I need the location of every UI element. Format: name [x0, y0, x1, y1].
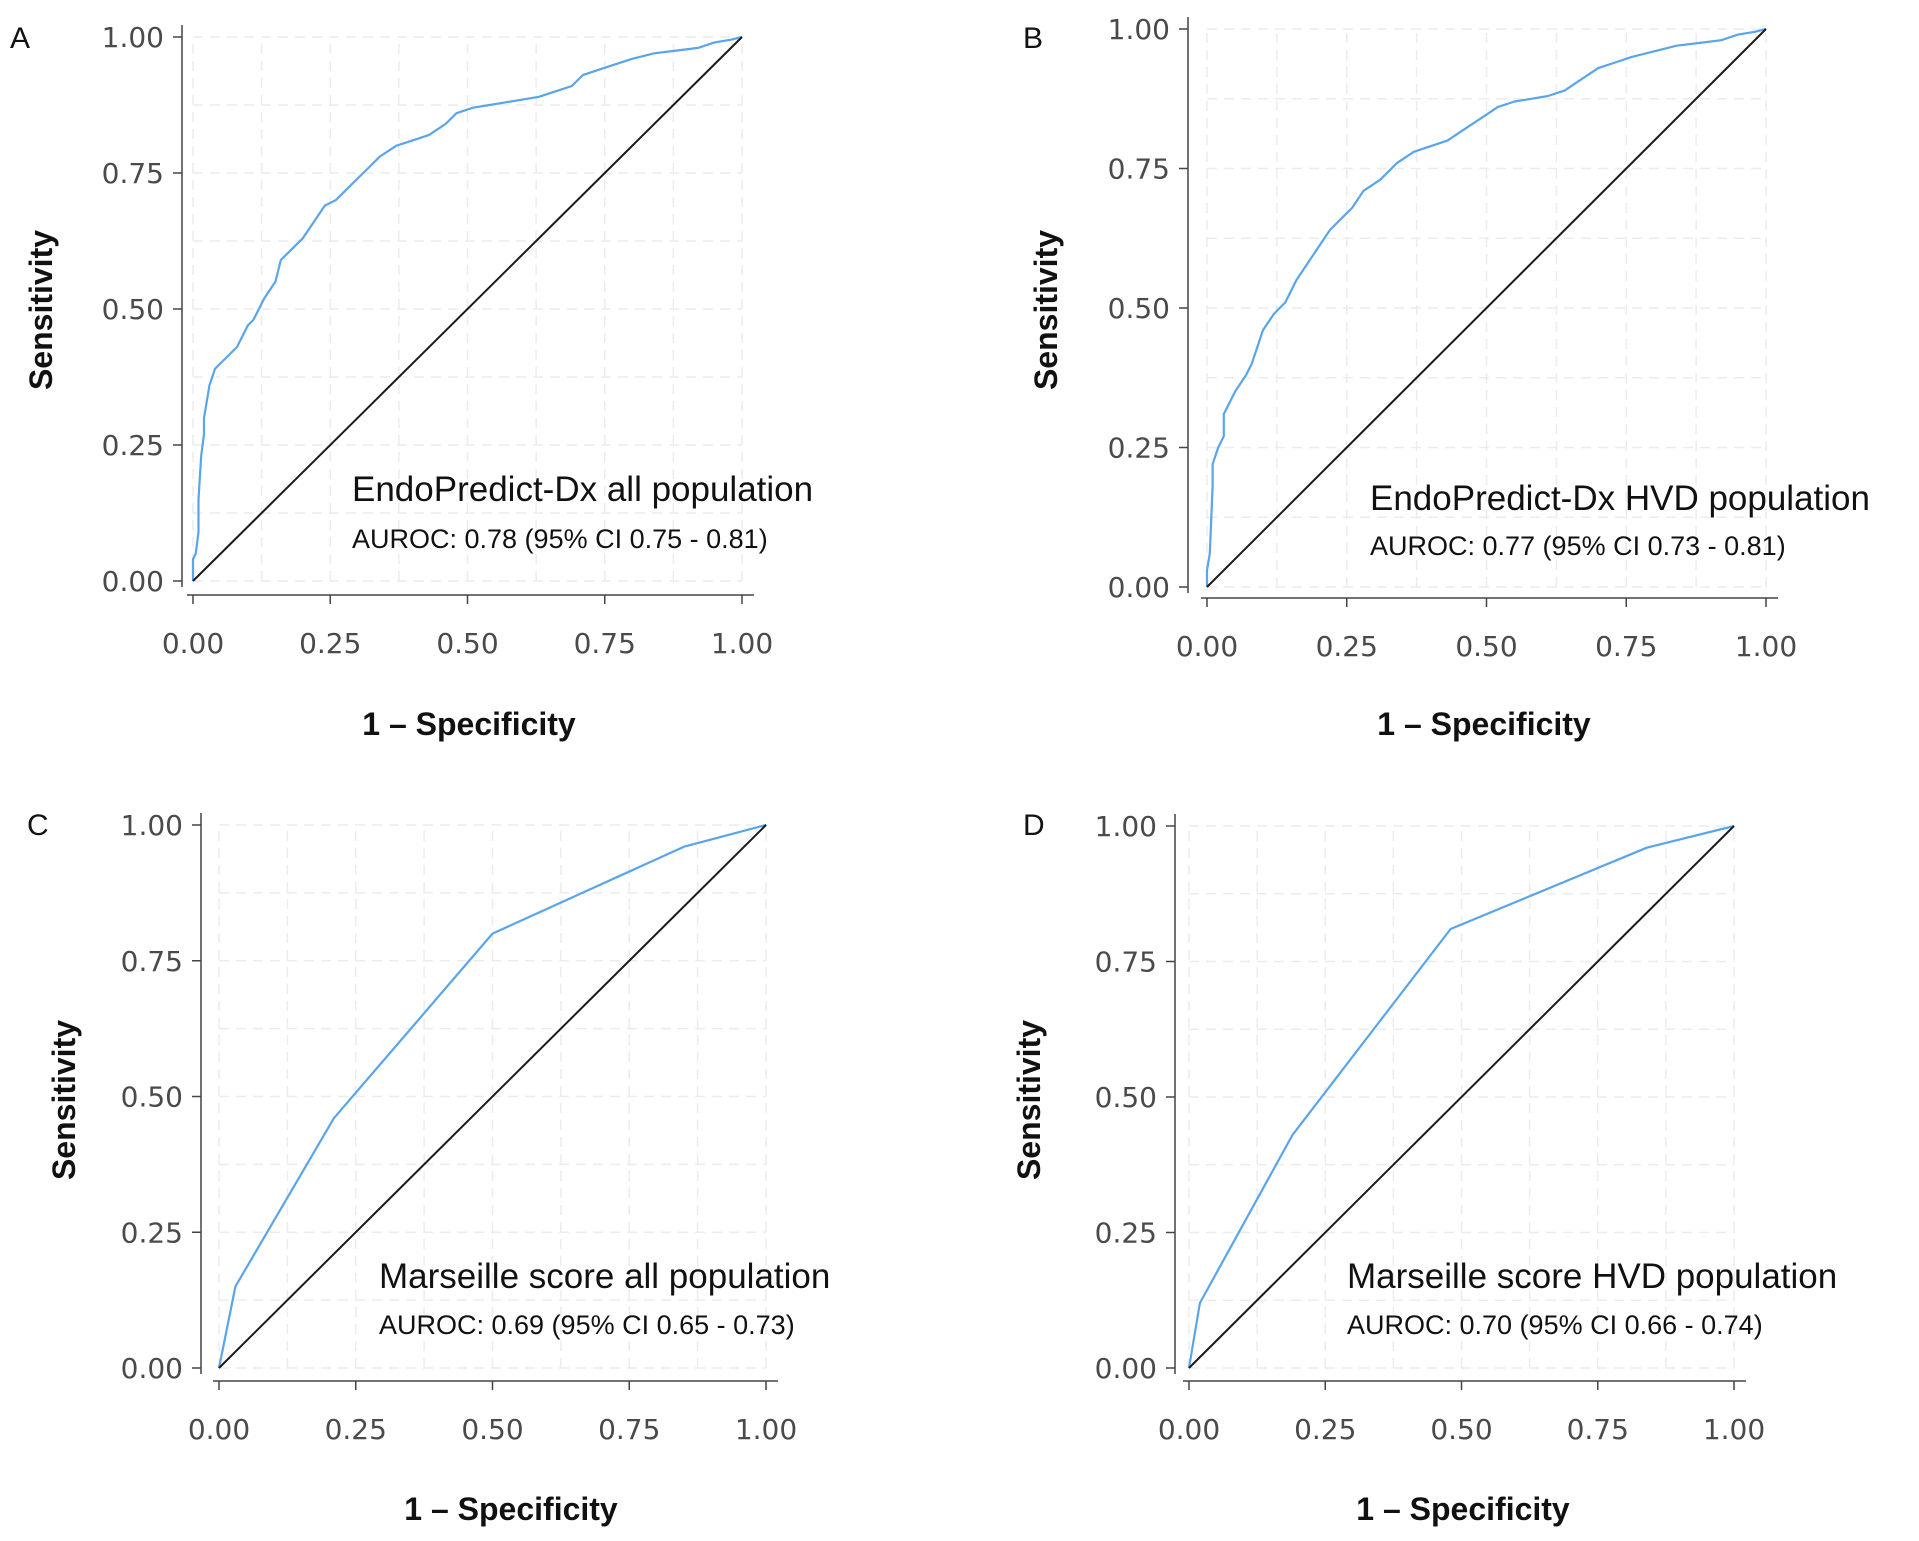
- annotation-auroc: AUROC: 0.70 (95% CI 0.66 - 0.74): [1347, 1310, 1763, 1340]
- reference-diagonal-line: [218, 824, 767, 1369]
- panel-d: 0.00 0.25 0.50 0.75 1.00 0.00 0.25 0.50 0.75 1.00…: [1011, 809, 1837, 1527]
- y-tick-label: 0.75: [102, 157, 164, 190]
- x-tick-label: 1.00: [1735, 630, 1797, 663]
- roc-curve: [1205, 27, 1767, 587]
- x-tick-label: 0.50: [1430, 1413, 1492, 1446]
- panel-letter: B: [1023, 22, 1043, 55]
- x-tick-label: 1.00: [735, 1413, 797, 1446]
- panel-c: 0.00 0.25 0.50 0.75 1.00 0.00 0.25 0.50 0.75 1.00…: [27, 809, 830, 1527]
- reference-diagonal-line: [1188, 825, 1735, 1369]
- panel-a: 0.00 0.25 0.50 0.75 1.00 0.00 0.25 0.50 0.75 1.00…: [10, 21, 813, 742]
- annotation-title: EndoPredict-Dx HVD population: [1370, 479, 1870, 518]
- y-tick-label: 0.00: [1108, 571, 1170, 604]
- y-tick-label: 0.25: [102, 429, 164, 462]
- x-tick-label: 0.50: [461, 1413, 523, 1446]
- x-tick-label: 0.50: [1455, 630, 1517, 663]
- y-tick-label: 0.75: [1095, 946, 1157, 979]
- y-tick-label: 0.00: [121, 1352, 183, 1385]
- x-axis-title: 1 – Specificity: [1377, 706, 1591, 742]
- y-tick-label: 1.00: [1108, 13, 1170, 46]
- y-tick-label: 0.50: [1108, 292, 1170, 325]
- panel-letter: C: [27, 809, 49, 842]
- annotation-title: Marseille score HVD population: [1347, 1257, 1837, 1296]
- y-tick-label: 0.00: [1095, 1352, 1157, 1385]
- y-tick-label: 0.75: [1108, 153, 1170, 186]
- roc-curve: [191, 35, 743, 581]
- x-tick-label: 0.25: [325, 1413, 387, 1446]
- y-axis-title: Sensitivity: [23, 230, 59, 390]
- reference-diagonal-line: [192, 36, 743, 582]
- y-axis-title: Sensitivity: [1011, 1020, 1047, 1180]
- panel-b: 0.00 0.25 0.50 0.75 1.00 0.00 0.25 0.50 0.75 1.00…: [1023, 13, 1870, 742]
- y-tick-label: 0.50: [1095, 1081, 1157, 1114]
- x-tick-label: 0.00: [188, 1413, 250, 1446]
- x-axis-title: 1 – Specificity: [404, 1491, 618, 1527]
- roc-curve: [217, 823, 767, 1369]
- x-axis-title: 1 – Specificity: [362, 706, 576, 742]
- x-tick-label: 0.25: [299, 627, 361, 660]
- x-tick-label: 0.75: [1567, 1413, 1629, 1446]
- x-tick-label: 0.75: [598, 1413, 660, 1446]
- x-tick-label: 0.75: [1595, 630, 1657, 663]
- x-tick-label: 1.00: [1703, 1413, 1765, 1446]
- x-tick-label: 0.50: [436, 627, 498, 660]
- annotation-auroc: AUROC: 0.69 (95% CI 0.65 - 0.73): [379, 1310, 795, 1340]
- y-tick-label: 0.25: [1095, 1217, 1157, 1250]
- x-tick-label: 1.00: [711, 627, 773, 660]
- annotation-auroc: AUROC: 0.77 (95% CI 0.73 - 0.81): [1370, 531, 1786, 561]
- y-tick-label: 0.75: [121, 945, 183, 978]
- annotation-auroc: AUROC: 0.78 (95% CI 0.75 - 0.81): [352, 524, 768, 554]
- y-tick-label: 0.25: [121, 1216, 183, 1249]
- x-tick-label: 0.25: [1294, 1413, 1356, 1446]
- x-tick-label: 0.25: [1316, 630, 1378, 663]
- y-tick-label: 1.00: [121, 809, 183, 842]
- y-tick-label: 1.00: [1095, 810, 1157, 843]
- panel-letter: A: [10, 22, 30, 55]
- panel-letter: D: [1023, 809, 1045, 842]
- y-tick-label: 1.00: [102, 21, 164, 54]
- y-tick-label: 0.50: [121, 1081, 183, 1114]
- x-tick-label: 0.75: [574, 627, 636, 660]
- y-axis-title: Sensitivity: [46, 1020, 82, 1180]
- x-tick-label: 0.00: [1158, 1413, 1220, 1446]
- annotation-title: EndoPredict-Dx all population: [352, 470, 813, 509]
- y-tick-label: 0.00: [102, 565, 164, 598]
- y-axis-title: Sensitivity: [1028, 230, 1064, 390]
- x-tick-label: 0.00: [162, 627, 224, 660]
- x-axis-title: 1 – Specificity: [1356, 1491, 1570, 1527]
- x-tick-label: 0.00: [1176, 630, 1238, 663]
- y-tick-label: 0.50: [102, 293, 164, 326]
- annotation-title: Marseille score all population: [379, 1257, 830, 1296]
- roc-curve: [1187, 824, 1735, 1369]
- reference-diagonal-line: [1206, 28, 1767, 588]
- y-tick-label: 0.25: [1108, 432, 1170, 465]
